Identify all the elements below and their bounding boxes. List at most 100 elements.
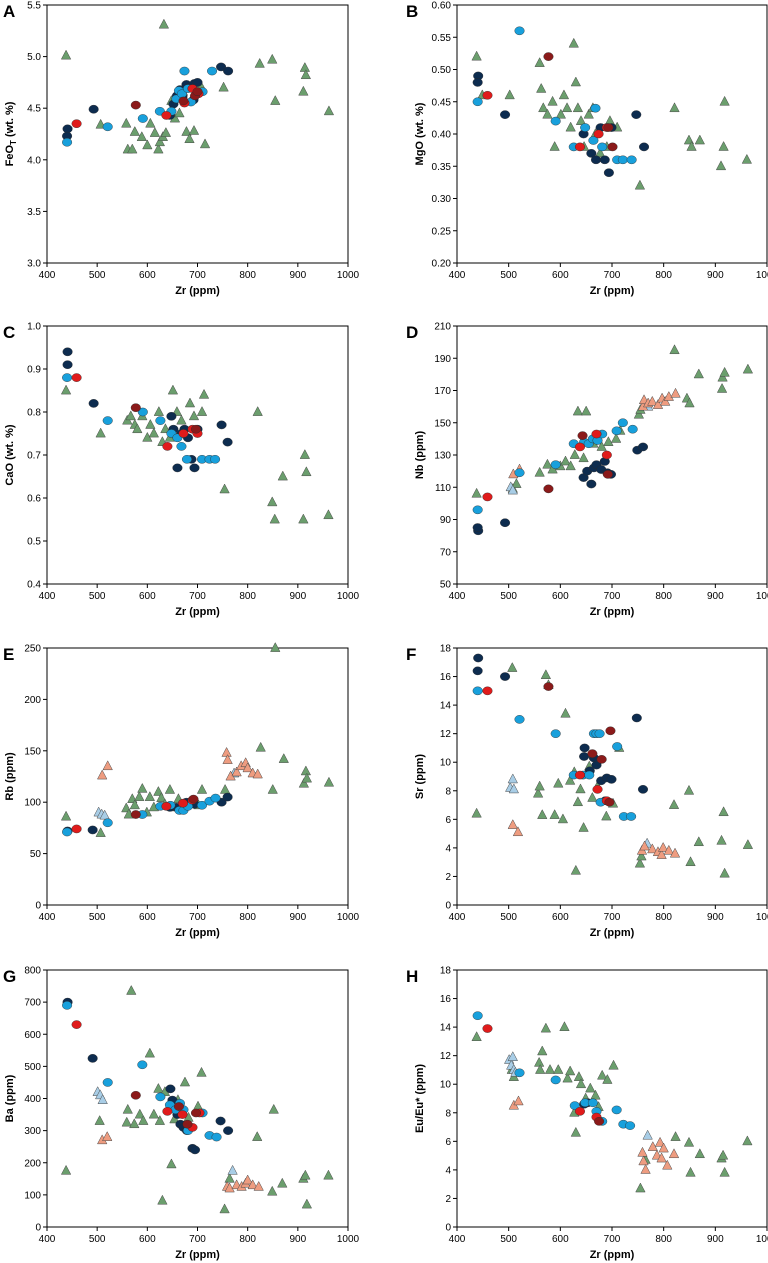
panel-h: H 400 500 600 700 800 900 1000 0 2 4 6 8 10 12 14 16 18 Zr… [406, 966, 768, 1262]
x-tick-label: 1000 [756, 1234, 768, 1245]
navy-circle-marker [638, 785, 649, 794]
sky-circle-marker [62, 137, 73, 147]
x-tick-label: 400 [449, 912, 466, 923]
navy-circle-marker [216, 420, 227, 430]
y-axis-title: Nb (ppm) [414, 431, 426, 480]
red-circle-marker [591, 429, 602, 439]
green-triangle-marker [570, 864, 581, 875]
panel-letter: F [406, 645, 416, 664]
dark_red-circle-marker [603, 123, 614, 132]
x-tick-label: 400 [39, 270, 56, 281]
salmon-triangle-marker [662, 1159, 673, 1170]
navy-circle-marker [590, 155, 601, 165]
red-circle-marker [177, 798, 188, 808]
green-triangle-marker [198, 388, 210, 399]
y-tick-label: 14 [440, 1023, 452, 1034]
y-tick-label: 0.8 [27, 408, 41, 419]
green-triangle-marker [267, 53, 278, 64]
sky-circle-marker [587, 1098, 598, 1108]
green-triangle-marker [267, 783, 278, 794]
sky-circle-marker [550, 460, 561, 469]
x-tick-label: 700 [189, 591, 206, 602]
green-triangle-marker [507, 662, 518, 672]
green-triangle-marker [95, 427, 106, 438]
y-tick-label: 6 [445, 1137, 451, 1148]
green-triangle-marker [560, 707, 571, 718]
sky-circle-marker [102, 818, 113, 828]
dark_red-circle-marker [173, 1102, 184, 1111]
green-triangle-marker [219, 783, 231, 794]
green-triangle-marker [301, 466, 312, 477]
green-triangle-marker [534, 57, 545, 67]
green-triangle-marker [166, 1158, 177, 1169]
red-circle-marker [178, 429, 189, 438]
sky-circle-marker [176, 442, 187, 451]
sky-circle-marker [472, 97, 483, 107]
x-tick-label: 700 [604, 270, 621, 281]
salmon-triangle-marker [654, 1136, 666, 1147]
green-triangle-marker [570, 76, 581, 87]
green-triangle-marker [196, 406, 208, 416]
green-triangle-marker [544, 1064, 556, 1074]
x-tick-label: 900 [707, 912, 724, 923]
salmon-triangle-marker [242, 762, 253, 773]
y-tick-label: 8 [445, 1108, 451, 1119]
green-triangle-marker [594, 147, 606, 158]
plot-frame [46, 647, 349, 906]
y-tick-label: 200 [24, 1158, 41, 1169]
x-tick-label: 900 [289, 912, 306, 923]
green-triangle-marker [323, 509, 334, 520]
green-triangle-marker [669, 102, 680, 113]
green-triangle-marker [300, 1169, 311, 1180]
green-triangle-marker [149, 127, 161, 137]
green-triangle-marker [471, 487, 482, 498]
navy-circle-marker [472, 78, 483, 87]
navy-circle-marker [87, 1054, 98, 1063]
green-triangle-marker [164, 783, 176, 794]
green-triangle-marker [719, 95, 730, 106]
x-tick-label: 700 [189, 1234, 206, 1245]
x-tick-label: 600 [139, 1234, 156, 1245]
green-triangle-marker [568, 37, 579, 48]
green-triangle-marker [534, 780, 545, 791]
y-tick-label: 14 [440, 701, 452, 712]
dark_red-circle-marker [594, 1117, 605, 1126]
sky-circle-marker [210, 793, 221, 803]
y-axis-title-main: Eu/Eu* (ppm) [414, 1064, 426, 1133]
dark_red-circle-marker [130, 1090, 141, 1100]
green-triangle-marker [610, 432, 622, 443]
green-triangle-marker [683, 784, 695, 795]
green-triangle-marker [167, 384, 179, 395]
dark_red-circle-marker [182, 1119, 193, 1129]
green-triangle-marker [694, 1148, 705, 1159]
green-triangle-marker [716, 834, 727, 845]
green-triangle-marker [603, 436, 614, 446]
y-tick-label: 110 [435, 483, 451, 494]
y-axis-title-main: FeO [4, 145, 16, 167]
green-triangle-marker [560, 455, 571, 466]
y-axis-title: MgO (wt. %) [414, 102, 426, 165]
sky-circle-marker [590, 103, 601, 113]
red-circle-marker [574, 142, 585, 152]
sky-circle-marker [514, 715, 525, 724]
panel-d: D 400 500 600 700 800 900 1000 50 70 90 110 130 150 17… [406, 322, 768, 619]
green-triangle-marker [184, 133, 195, 144]
sky-circle-marker [625, 1121, 636, 1130]
plot-frame [456, 325, 768, 585]
salmon-triangle-marker [224, 1182, 235, 1193]
y-tick-label: 3.0 [27, 259, 41, 270]
panel-letter: B [406, 2, 418, 21]
salmon-triangle-marker [668, 1148, 680, 1159]
red-circle-marker [592, 785, 603, 794]
green-triangle-marker [578, 821, 589, 832]
green-triangle-marker [537, 809, 548, 819]
x-tick-label: 1000 [337, 591, 360, 602]
panel-letter: G [3, 967, 16, 986]
salmon-triangle-marker [102, 760, 113, 771]
y-axis-title-main: MgO (wt. %) [414, 102, 426, 165]
green-triangle-marker [562, 1072, 573, 1083]
x-tick-label: 700 [189, 912, 206, 923]
y-tick-label: 3.5 [27, 207, 41, 218]
navy-circle-marker [473, 653, 484, 663]
green-triangle-marker [269, 513, 280, 524]
